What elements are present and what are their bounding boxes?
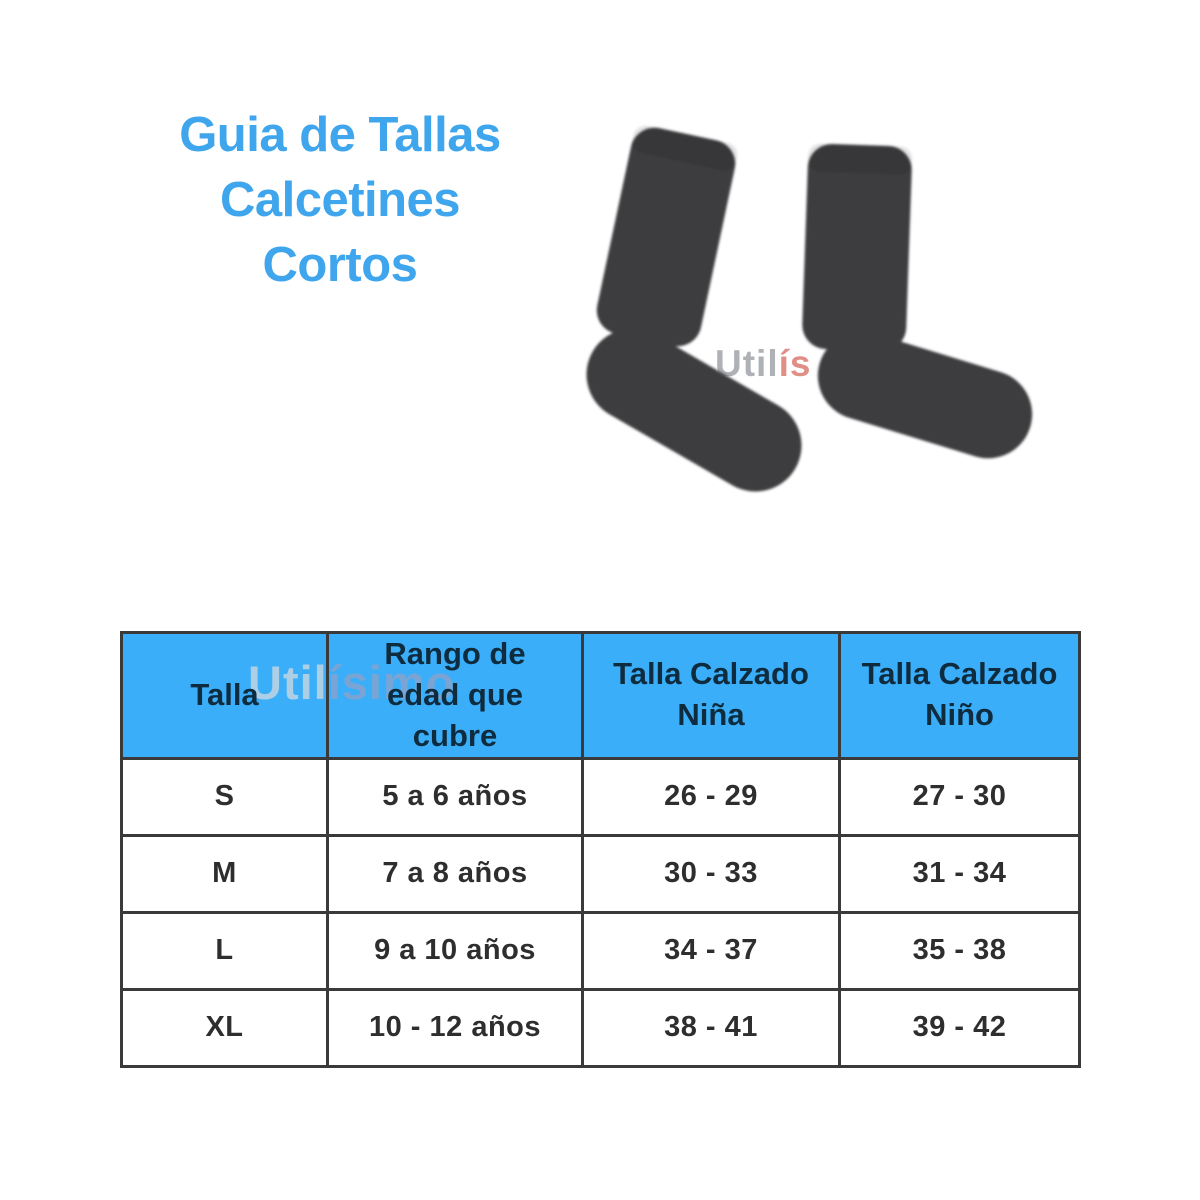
left-sock xyxy=(586,127,802,492)
table-cell: 27 - 30 xyxy=(838,756,1081,837)
table-cell: 34 - 37 xyxy=(581,910,841,991)
table-cell: 5 a 6 años xyxy=(326,756,584,837)
photo-watermark-pink: ís xyxy=(778,343,812,384)
table-cell: 26 - 29 xyxy=(581,756,841,837)
title-line-2: Calcetines xyxy=(219,173,461,227)
table-cell: M xyxy=(120,833,329,914)
title-line-3: Cortos xyxy=(262,238,418,292)
table-cell: L xyxy=(120,910,329,991)
socks-illustration xyxy=(586,125,1033,492)
right-sock xyxy=(802,144,1033,459)
size-table: Utilísimo Talla Rango de edad que cubre … xyxy=(120,631,1081,1068)
table-cell: 35 - 38 xyxy=(838,910,1081,991)
table-row-xl: XL 10 - 12 años 38 - 41 39 - 42 xyxy=(120,987,1081,1068)
table-cell: 7 a 8 años xyxy=(326,833,584,914)
table-row-m: M 7 a 8 años 30 - 33 31 - 34 xyxy=(120,833,1081,914)
title-line-1: Guia de Tallas xyxy=(179,108,501,162)
column-header-talla: Talla xyxy=(120,631,329,760)
column-header-edad: Rango de edad que cubre xyxy=(326,631,584,760)
column-header-calzado-nino: Talla Calzado Niño xyxy=(838,631,1081,760)
size-table-body: S 5 a 6 años 26 - 29 27 - 30 M 7 a 8 año… xyxy=(120,756,1081,1068)
table-cell: 38 - 41 xyxy=(581,987,841,1068)
table-cell: 31 - 34 xyxy=(838,833,1081,914)
socks-photo: Utilís xyxy=(560,100,1060,500)
left-sock-cuff xyxy=(632,125,738,171)
size-table-grid: Talla Rango de edad que cubre Talla Calz… xyxy=(120,631,1081,1068)
table-cell: XL xyxy=(120,987,329,1068)
right-sock-cuff xyxy=(808,143,913,175)
table-cell: 10 - 12 años xyxy=(326,987,584,1068)
size-table-header: Talla Rango de edad que cubre Talla Calz… xyxy=(120,631,1081,760)
table-cell: 30 - 33 xyxy=(581,833,841,914)
header-row: Talla Rango de edad que cubre Talla Calz… xyxy=(120,631,1081,760)
table-cell: S xyxy=(120,756,329,837)
table-row-l: L 9 a 10 años 34 - 37 35 - 38 xyxy=(120,910,1081,991)
page-title: Guia de Tallas Calcetines Cortos xyxy=(120,103,560,298)
table-cell: 39 - 42 xyxy=(838,987,1081,1068)
table-row-s: S 5 a 6 años 26 - 29 27 - 30 xyxy=(120,756,1081,837)
column-header-calzado-nina: Talla Calzado Niña xyxy=(581,631,841,760)
table-cell: 9 a 10 años xyxy=(326,910,584,991)
